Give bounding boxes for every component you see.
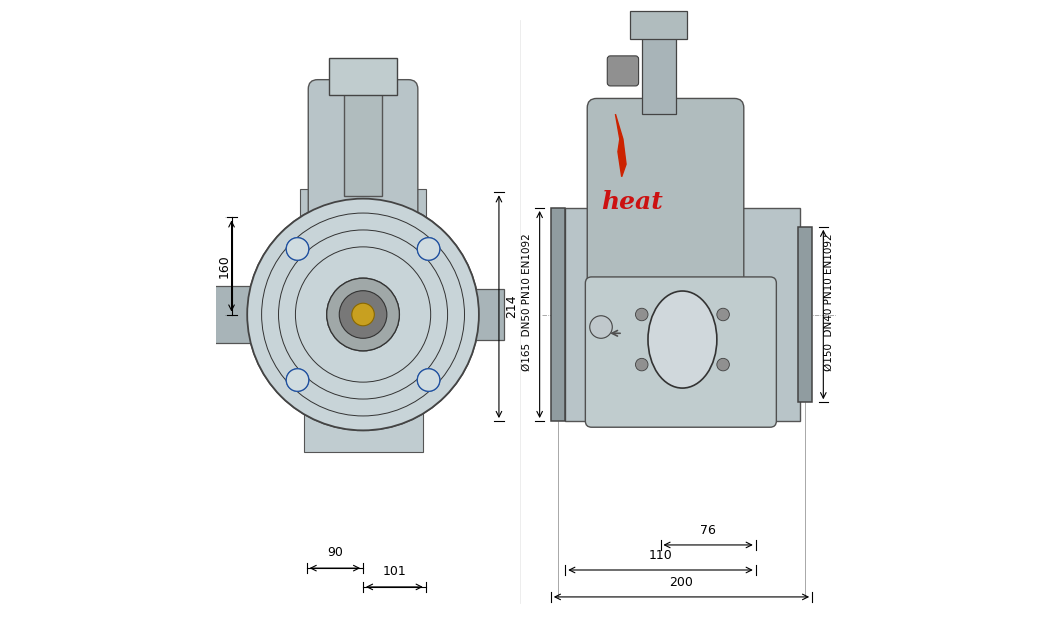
Bar [200,286,275,343]
Bar [565,208,800,421]
Text: heat: heat [601,190,663,214]
FancyBboxPatch shape [585,277,777,427]
Circle shape [291,374,304,386]
Text: 90: 90 [327,546,343,559]
Circle shape [248,199,479,430]
Text: Ø150  DN40 PN10 EN1092: Ø150 DN40 PN10 EN1092 [823,233,834,370]
Bar [344,83,382,196]
Bar [642,33,676,114]
Circle shape [340,291,387,338]
Ellipse shape [647,291,717,388]
Circle shape [717,308,729,321]
Text: 160: 160 [218,254,231,278]
Circle shape [636,359,647,371]
Text: 101: 101 [383,564,406,577]
FancyBboxPatch shape [607,56,639,86]
Bar [551,208,565,421]
Bar [799,227,813,402]
Text: Ø165  DN50 PN10 EN1092: Ø165 DN50 PN10 EN1092 [522,233,532,371]
FancyBboxPatch shape [308,80,418,237]
Circle shape [589,316,613,338]
Circle shape [291,243,304,255]
Text: 200: 200 [670,576,693,589]
Circle shape [340,291,387,338]
Circle shape [350,302,376,327]
Circle shape [287,369,309,391]
Circle shape [417,369,440,391]
Circle shape [248,199,479,430]
Circle shape [417,369,440,391]
Text: 214: 214 [506,295,518,318]
Bar [631,11,687,39]
Circle shape [417,238,440,260]
Circle shape [351,303,375,326]
Polygon shape [616,114,626,177]
Bar [451,289,504,340]
Bar [329,58,398,96]
Text: 110: 110 [649,550,673,562]
Circle shape [422,374,435,386]
Circle shape [417,238,440,260]
Circle shape [287,369,309,391]
FancyBboxPatch shape [587,99,744,305]
Circle shape [287,238,309,260]
Bar [300,189,425,327]
Circle shape [717,359,729,371]
Circle shape [327,278,399,351]
Circle shape [422,243,435,255]
Circle shape [327,278,399,351]
Circle shape [636,308,647,321]
Circle shape [287,238,309,260]
Text: 76: 76 [700,525,716,537]
Bar [304,311,422,452]
